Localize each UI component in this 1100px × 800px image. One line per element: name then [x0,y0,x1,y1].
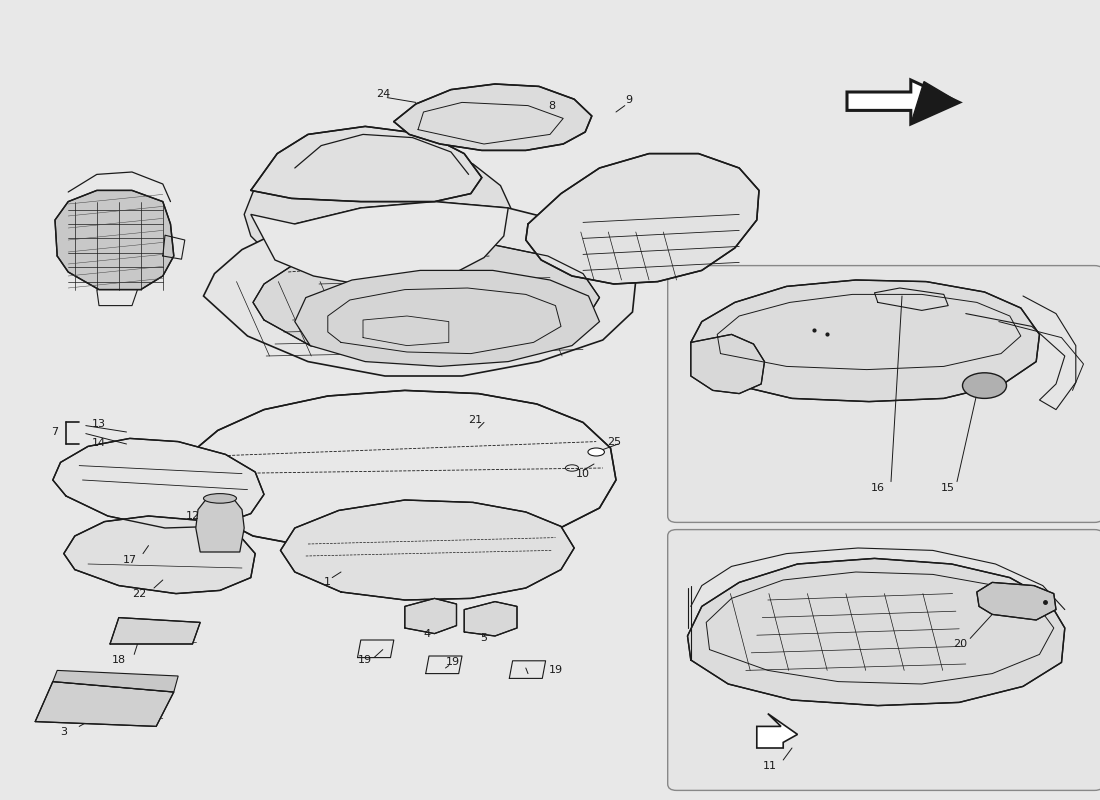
Text: 19: 19 [359,655,372,665]
FancyBboxPatch shape [668,530,1100,790]
Text: 15: 15 [942,483,955,493]
Text: 1: 1 [324,578,331,587]
Polygon shape [176,390,616,554]
Text: 24: 24 [376,90,389,99]
Text: 25: 25 [607,437,620,446]
Text: 8: 8 [549,101,556,110]
Text: 22: 22 [133,589,146,598]
Polygon shape [110,618,200,644]
Text: 17: 17 [123,555,136,565]
Polygon shape [405,598,456,634]
Ellipse shape [962,373,1006,398]
Text: 21: 21 [469,415,482,425]
Polygon shape [911,82,959,124]
Polygon shape [757,714,798,748]
Polygon shape [977,582,1056,620]
Polygon shape [464,602,517,636]
Text: 4: 4 [424,629,430,638]
Polygon shape [691,280,1040,402]
Text: 3: 3 [60,727,67,737]
Text: 18: 18 [112,655,125,665]
Ellipse shape [588,448,605,456]
Polygon shape [55,190,174,290]
Ellipse shape [204,494,236,503]
Polygon shape [847,80,959,124]
Polygon shape [394,84,592,150]
Polygon shape [64,516,255,594]
FancyBboxPatch shape [668,266,1100,522]
Text: 7: 7 [52,427,58,437]
Text: 19: 19 [549,666,562,675]
Polygon shape [253,240,600,358]
Text: 16: 16 [871,483,884,493]
Text: 13: 13 [92,419,106,429]
Polygon shape [251,126,482,202]
Polygon shape [204,202,636,376]
Polygon shape [295,270,600,366]
Text: 5: 5 [481,634,487,643]
Text: 10: 10 [576,469,590,478]
Polygon shape [35,682,174,726]
Polygon shape [688,558,1065,706]
Polygon shape [526,154,759,284]
Text: 9: 9 [626,95,632,105]
Text: 11: 11 [763,762,777,771]
Text: 14: 14 [92,438,106,448]
Text: 20: 20 [954,639,967,649]
Polygon shape [244,136,512,286]
Polygon shape [280,500,574,600]
Polygon shape [196,498,244,552]
Polygon shape [53,670,178,692]
Text: 19: 19 [447,658,460,667]
Polygon shape [691,334,764,394]
Polygon shape [53,438,264,528]
Polygon shape [251,202,508,286]
Text: 12: 12 [186,511,199,521]
